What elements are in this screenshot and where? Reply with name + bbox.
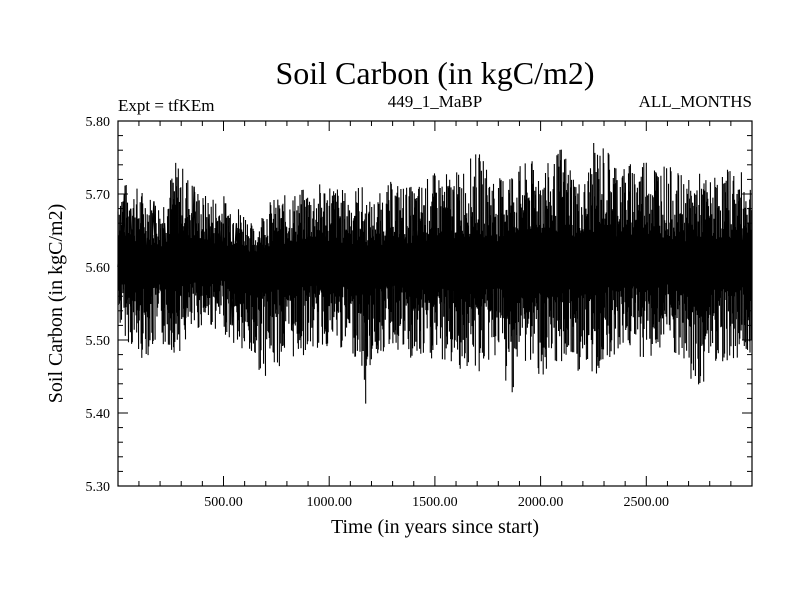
series-line <box>117 186 751 326</box>
experiment-label: Expt = tfKEm <box>118 96 214 115</box>
y-tick-label: 5.80 <box>86 115 111 130</box>
x-tick-label: 1500.00 <box>412 495 458 510</box>
y-tick-label: 5.30 <box>86 480 111 495</box>
x-tick-label: 2000.00 <box>518 495 564 510</box>
y-tick-label: 5.50 <box>86 334 111 349</box>
chart-title: Soil Carbon (in kgC/m2) <box>275 55 594 91</box>
y-tick-label: 5.60 <box>86 261 111 276</box>
y-axis-label: Soil Carbon (in kgC/m2) <box>45 204 67 403</box>
y-tick-label: 5.70 <box>86 188 111 203</box>
x-tick-label: 2500.00 <box>624 495 670 510</box>
x-tick-label: 500.00 <box>204 495 243 510</box>
plot-area <box>117 142 753 404</box>
run-id-label: 449_1_MaBP <box>388 92 482 111</box>
x-tick-label: 1000.00 <box>306 495 352 510</box>
x-axis-ticks: 500.00 1000.00 1500.00 2000.00 2500.00 <box>138 121 732 510</box>
x-axis-label: Time (in years since start) <box>331 516 539 538</box>
months-label: ALL_MONTHS <box>639 92 752 111</box>
y-tick-label: 5.40 <box>86 407 111 422</box>
y-axis-ticks: 5.30 5.40 5.50 5.60 5.70 5.80 <box>86 115 752 495</box>
